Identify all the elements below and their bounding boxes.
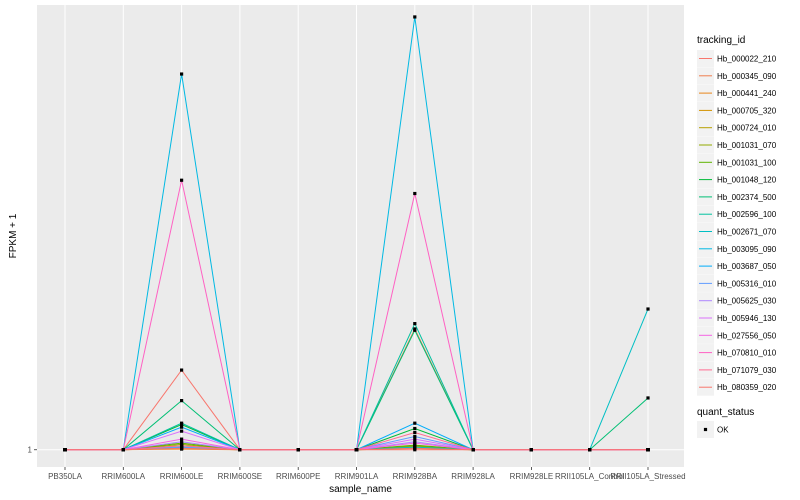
x-tick-label: RRIM928LE xyxy=(510,472,554,481)
data-point xyxy=(471,448,475,452)
legend-label: Hb_070810_010 xyxy=(717,349,777,358)
legend-label: Hb_000345_090 xyxy=(717,72,777,81)
data-point xyxy=(180,429,184,433)
x-tick-label: RRIM600LE xyxy=(160,472,204,481)
legend-label: Hb_005625_030 xyxy=(717,297,777,306)
legend-title-tracking-id: tracking_id xyxy=(697,35,745,46)
data-point xyxy=(63,448,67,452)
legend-label: OK xyxy=(717,426,729,435)
legend-label: Hb_003687_050 xyxy=(717,262,777,271)
legend-label: Hb_001031_070 xyxy=(717,141,777,150)
data-point xyxy=(296,448,300,452)
legend-label: Hb_001048_120 xyxy=(717,176,777,185)
x-tick-label: RRIM600PE xyxy=(276,472,320,481)
data-point xyxy=(238,448,242,452)
legend-label: Hb_005316_010 xyxy=(717,279,777,288)
data-point xyxy=(588,448,592,452)
data-point xyxy=(180,440,184,444)
legend-label: Hb_071079_030 xyxy=(717,366,777,375)
x-axis-title: sample_name xyxy=(329,484,392,495)
data-point xyxy=(413,441,417,445)
data-point xyxy=(180,368,184,372)
data-point xyxy=(180,399,184,403)
data-point xyxy=(529,448,533,452)
data-points xyxy=(63,15,650,452)
data-point xyxy=(121,448,125,452)
y-axis-title: FPKM + 1 xyxy=(8,213,19,258)
x-axis: PB350LA RRIM600LA RRIM600LE RRIM600SE RRIM60… xyxy=(48,467,686,481)
data-point xyxy=(646,396,650,400)
data-point xyxy=(180,446,184,451)
legend-title-quant-status: quant_status xyxy=(697,407,754,418)
data-point xyxy=(180,178,184,182)
data-point xyxy=(180,72,184,76)
data-point xyxy=(180,444,184,448)
data-point xyxy=(413,434,417,439)
x-tick-label: RRIM928LA xyxy=(451,472,495,481)
x-tick-label: RRIM600SE xyxy=(218,472,262,481)
legend-label: Hb_003095_090 xyxy=(717,245,777,254)
legend-label: Hb_002596_100 xyxy=(717,210,777,219)
data-point xyxy=(354,448,359,452)
legend-label: Hb_000022_210 xyxy=(717,55,777,64)
x-tick-label: RRIM928BA xyxy=(393,472,438,481)
data-point xyxy=(180,421,184,425)
x-tick-label: RRII105LA_Stressed xyxy=(610,472,685,481)
data-point xyxy=(180,437,184,441)
legend-label: Hb_001031_100 xyxy=(717,158,777,167)
data-point xyxy=(413,446,417,451)
x-tick-label: RRIM600LA xyxy=(102,472,146,481)
grid-lines xyxy=(37,5,684,467)
data-point xyxy=(413,322,417,326)
legend-items: Hb_000022_210 Hb_000345_090 Hb_000441_240 H… xyxy=(697,50,777,396)
legend-label: Hb_080359_020 xyxy=(717,383,777,392)
plot-panel xyxy=(37,5,684,467)
data-point xyxy=(413,328,417,332)
legend-label: Hb_000705_320 xyxy=(717,106,777,115)
data-point xyxy=(413,15,417,19)
x-tick-label: RRIM901LA xyxy=(335,472,379,481)
data-point xyxy=(646,448,650,452)
legend: tracking_id Hb_000022_210Hb_000345_090Hb… xyxy=(697,35,777,438)
x-tick-label: RRII105LA_Control xyxy=(555,472,625,481)
legend-label: Hb_002374_500 xyxy=(717,193,777,202)
data-point xyxy=(413,437,417,441)
data-point xyxy=(413,421,417,425)
legend-label: Hb_000441_240 xyxy=(717,89,777,98)
data-point xyxy=(413,430,417,435)
data-point xyxy=(413,443,417,447)
data-point xyxy=(413,426,417,431)
legend-label: Hb_002671_070 xyxy=(717,228,777,237)
y-axis: 1 xyxy=(28,446,37,455)
legend-label: Hb_027556_050 xyxy=(717,331,777,340)
y-tick-label: 1 xyxy=(28,446,33,455)
data-point xyxy=(646,307,650,311)
x-tick-label: PB350LA xyxy=(48,472,82,481)
legend-shape-swatch xyxy=(703,427,708,432)
data-point xyxy=(413,191,417,196)
legend-label: Hb_005946_130 xyxy=(717,314,777,323)
legend-shape-items: OK xyxy=(697,421,729,438)
data-point xyxy=(180,425,184,429)
legend-label: Hb_000724_010 xyxy=(717,124,777,133)
